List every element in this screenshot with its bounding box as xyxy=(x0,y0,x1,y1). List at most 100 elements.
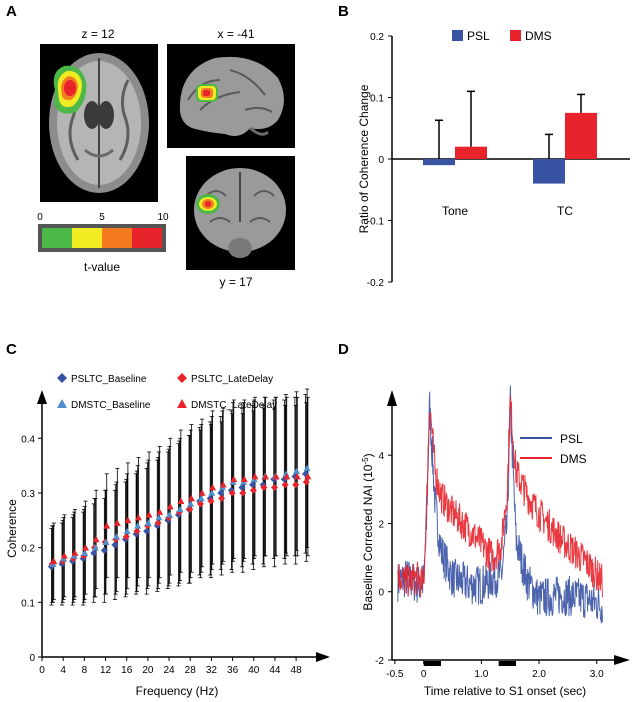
c-legend-label-dmstc_baseline: DMSTC_Baseline xyxy=(71,400,151,411)
c-xtick-label: 32 xyxy=(206,665,218,676)
d-xtick-label: 1.0 xyxy=(474,669,488,680)
c-point-dmstc_baseline xyxy=(102,538,110,545)
b-category-label: TC xyxy=(557,204,573,218)
c-point-psltc_baseline xyxy=(122,535,130,543)
c-point-dmstc_latedelay xyxy=(124,516,132,524)
c-point-dmstc_latedelay xyxy=(283,473,291,480)
d-line-dms xyxy=(397,396,603,598)
c-point-dmstc_baseline xyxy=(176,505,184,513)
c-point-dmstc_latedelay xyxy=(82,544,90,551)
c-point-psltc_baseline xyxy=(143,527,151,535)
c-xtick-label: 16 xyxy=(121,665,133,676)
d-ytick-label: -2 xyxy=(375,656,384,667)
colorbar-tick-0: 0 xyxy=(37,212,43,223)
c-point-dmstc_latedelay xyxy=(156,508,164,515)
c-legend-marker-dmstc_latedelay xyxy=(177,399,187,408)
c-xtick-label: 36 xyxy=(227,665,239,676)
panel-b-label: B xyxy=(338,3,349,20)
c-point-psltc_latedelay xyxy=(292,481,300,489)
panel-c-label: C xyxy=(6,341,17,358)
b-bar-psl-tone xyxy=(423,159,455,166)
c-point-psltc_latedelay xyxy=(249,486,257,494)
c-legend-marker-dmstc_baseline xyxy=(57,399,67,408)
b-bar-dms-tone xyxy=(455,146,487,159)
d-xtick-label: 2.0 xyxy=(532,669,546,680)
bar-chart-b: 0.2 0.1 0 -0.1 -0.2 Ratio of Coherence Change… xyxy=(357,29,630,289)
colorbar-yellow xyxy=(72,228,102,248)
sagittal-brain-image xyxy=(167,44,295,148)
axial-view-title: z = 12 xyxy=(81,27,114,41)
c-point-psltc_latedelay xyxy=(196,500,204,508)
c-ytick-label: 0.1 xyxy=(21,598,35,609)
c-legend-marker-psltc_latedelay xyxy=(177,373,187,383)
c-point-dmstc_baseline xyxy=(197,494,205,502)
c-point-psltc_latedelay xyxy=(218,494,226,502)
b-ylabel: Ratio of Coherence Change xyxy=(357,84,371,233)
b-ytick-label: -0.1 xyxy=(367,217,385,228)
coherence-chart-c: 0 4 8 12 16 20 24 28 32 36 40 44 4800.10.20.30.4Freq… xyxy=(5,373,330,698)
b-legend-label-dms: DMS xyxy=(525,29,552,43)
c-point-psltc_latedelay xyxy=(154,519,162,527)
c-point-dmstc_baseline xyxy=(113,533,121,540)
d-legend-label-dms: DMS xyxy=(560,452,587,466)
colorbar: 0 5 10 t-value xyxy=(37,212,169,274)
c-point-dmstc_latedelay xyxy=(198,489,206,496)
b-ytick-label: -0.2 xyxy=(367,278,385,289)
c-ylabel: Coherence xyxy=(5,499,19,558)
c-xtick-label: 12 xyxy=(100,665,112,676)
c-xtick-label: 20 xyxy=(142,665,154,676)
coronal-view-title: y = 17 xyxy=(219,275,252,289)
c-point-psltc_baseline xyxy=(238,483,246,491)
c-point-dmstc_latedelay xyxy=(50,557,58,565)
c-point-dmstc_latedelay xyxy=(262,473,270,480)
c-legend-label-psltc_latedelay: PSLTC_LateDelay xyxy=(191,374,273,385)
c-point-psltc_latedelay xyxy=(207,497,215,505)
colorbar-label: t-value xyxy=(84,260,120,274)
coronal-brain-image xyxy=(186,156,295,270)
d-legend-label-psl: PSL xyxy=(560,432,583,446)
c-xtick-label: 24 xyxy=(163,665,175,676)
d-ytick-label: 4 xyxy=(378,451,384,462)
c-point-dmstc_latedelay xyxy=(293,473,301,480)
c-point-dmstc_latedelay xyxy=(71,549,79,556)
c-point-dmstc_latedelay xyxy=(187,494,195,502)
c-ytick-label: 0 xyxy=(29,653,35,664)
c-point-psltc_baseline xyxy=(90,549,98,557)
c-point-dmstc_baseline xyxy=(165,511,173,518)
d-xtick-label: 0 xyxy=(421,669,427,680)
c-xtick-label: 40 xyxy=(248,665,260,676)
c-xtick-label: 4 xyxy=(60,665,66,676)
b-legend-label-psl: PSL xyxy=(467,29,490,43)
c-xtick-label: 8 xyxy=(82,665,88,676)
c-point-psltc_latedelay xyxy=(260,483,268,491)
colorbar-orange xyxy=(102,228,132,248)
c-y-arrow xyxy=(37,390,47,404)
c-point-dmstc_latedelay xyxy=(272,473,280,480)
c-point-psltc_baseline xyxy=(111,541,119,549)
c-point-dmstc_baseline xyxy=(81,549,89,556)
c-point-dmstc_latedelay xyxy=(92,535,100,543)
c-point-dmstc_baseline xyxy=(144,519,152,526)
c-point-dmstc_baseline xyxy=(208,489,216,496)
c-point-dmstc_latedelay xyxy=(145,511,153,518)
c-point-psltc_latedelay xyxy=(239,489,247,497)
colorbar-green xyxy=(42,228,72,248)
b-legend-swatch-psl xyxy=(452,30,463,41)
c-xlabel: Frequency (Hz) xyxy=(136,684,219,698)
b-ytick-label: 0.1 xyxy=(370,94,384,105)
c-point-psltc_latedelay xyxy=(122,533,130,541)
b-legend-swatch-dms xyxy=(510,30,521,41)
c-x-arrow xyxy=(316,652,330,662)
c-ytick-label: 0.3 xyxy=(21,489,35,500)
c-point-psltc_baseline xyxy=(217,489,225,497)
c-point-dmstc_baseline xyxy=(134,522,142,529)
c-point-dmstc_baseline xyxy=(293,467,301,474)
c-point-psltc_baseline xyxy=(249,481,257,489)
c-point-dmstc_latedelay xyxy=(177,497,185,504)
d-xlabel: Time relative to S1 onset (sec) xyxy=(424,684,586,698)
d-line-psl xyxy=(397,385,603,624)
d-ytick-label: 0 xyxy=(378,588,384,599)
d-ytick-label: 2 xyxy=(378,519,384,530)
c-point-dmstc_latedelay xyxy=(103,522,111,529)
